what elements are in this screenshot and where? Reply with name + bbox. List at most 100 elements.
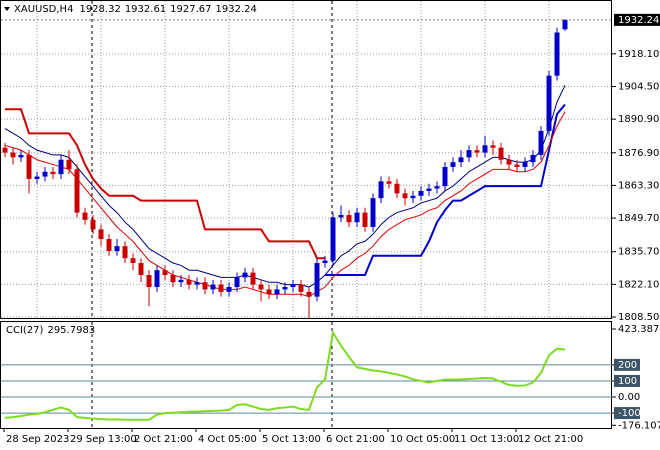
- candle-body: [146, 275, 152, 288]
- candle-body: [338, 214, 344, 218]
- candle-body: [322, 260, 328, 264]
- indicator-name: CCI(27): [6, 325, 44, 336]
- candle-body: [58, 159, 64, 175]
- candle-body: [402, 193, 408, 199]
- y-tick-label: -176.1073: [618, 420, 660, 431]
- chart-header: XAUUSD,H4 1928.32 1932.61 1927.67 1932.24: [14, 4, 257, 15]
- candle-body: [346, 214, 352, 223]
- x-tick-label: 29 Sep 13:00: [70, 434, 137, 445]
- candle-body: [250, 272, 256, 285]
- candle-body: [362, 212, 368, 227]
- candle-body: [10, 152, 16, 158]
- y-tick-label: -100: [618, 408, 641, 419]
- candle-body: [50, 171, 56, 175]
- low-value: 1927.67: [170, 4, 211, 15]
- current-price-label: 1932.24: [618, 15, 659, 26]
- candle-body: [122, 246, 128, 259]
- candle-body: [474, 150, 480, 153]
- candle-body: [450, 162, 456, 167]
- candle-body: [90, 219, 96, 230]
- y-tick-label: 1849.70: [618, 213, 659, 224]
- level-box: [614, 374, 640, 387]
- candle-body: [306, 291, 312, 297]
- candle-body: [282, 287, 288, 290]
- candle-body: [74, 169, 80, 213]
- candle-body: [522, 162, 528, 167]
- y-tick-label: 100: [618, 376, 637, 387]
- candle-body: [498, 147, 504, 160]
- candle-body: [530, 154, 536, 163]
- candle-body: [98, 229, 104, 239]
- candle-body: [290, 284, 296, 288]
- candle-body: [162, 270, 168, 276]
- open-value: 1928.32: [79, 4, 120, 15]
- candle-body: [26, 154, 32, 179]
- candle-body: [82, 212, 88, 220]
- candle-body: [546, 75, 552, 131]
- candle-body: [506, 159, 512, 165]
- candle-body: [42, 171, 48, 177]
- candle-body: [154, 270, 160, 288]
- candle-body: [218, 284, 224, 292]
- candle-body: [274, 289, 280, 295]
- y-tick-label: 1863.30: [618, 180, 659, 191]
- candle-body: [490, 145, 496, 148]
- candle-body: [378, 181, 384, 199]
- candle-body: [466, 150, 472, 158]
- candle-body: [34, 176, 40, 179]
- candle-body: [130, 258, 136, 264]
- indicator-line: [4, 330, 566, 421]
- indicator-line: [5, 108, 325, 260]
- candle-body: [394, 183, 400, 194]
- y-tick-label: 1918.10: [618, 49, 659, 60]
- candle-body: [170, 275, 176, 283]
- candle-body: [354, 212, 360, 223]
- candle-body: [298, 284, 304, 292]
- candle-body: [434, 186, 440, 189]
- candle-body: [234, 277, 240, 288]
- y-tick-label: 1822.10: [618, 279, 659, 290]
- x-tick-label: 11 Oct 13:00: [454, 434, 519, 445]
- candle-body: [442, 166, 448, 187]
- y-tick-label: 0.00: [618, 392, 640, 403]
- sub-frame: [0, 321, 612, 429]
- x-tick-label: 6 Oct 21:00: [326, 434, 385, 445]
- candle-body: [226, 287, 232, 292]
- candle-body: [138, 263, 144, 276]
- main-frame: [0, 0, 612, 319]
- candle-body: [18, 154, 24, 158]
- candle-body: [178, 279, 184, 283]
- y-tick-label: 1890.90: [618, 114, 659, 125]
- candle-body: [242, 272, 248, 278]
- collapse-icon[interactable]: [4, 7, 10, 11]
- indicator-line: [325, 103, 566, 277]
- candle-body: [418, 190, 424, 196]
- candle-body: [458, 157, 464, 163]
- candle-body: [426, 188, 432, 191]
- candle-body: [514, 164, 520, 167]
- candle-body: [538, 130, 544, 155]
- y-tick-label: 1876.90: [618, 148, 659, 159]
- x-tick-label: 12 Oct 21:00: [518, 434, 583, 445]
- high-value: 1932.61: [125, 4, 166, 15]
- symbol: XAUUSD,H4: [14, 4, 73, 15]
- current-price-box: [614, 13, 660, 26]
- level-box: [614, 358, 640, 371]
- y-tick-label: 1904.50: [618, 81, 659, 92]
- candle-body: [210, 284, 216, 290]
- candle-body: [482, 145, 488, 153]
- candle-body: [202, 282, 208, 290]
- candle-body: [66, 159, 72, 170]
- y-tick-label: 200: [618, 360, 637, 371]
- x-tick-label: 4 Oct 05:00: [198, 434, 257, 445]
- candle-body: [370, 198, 376, 227]
- candle-body: [258, 284, 264, 290]
- candle-body: [330, 217, 336, 261]
- x-tick-label: 10 Oct 05:00: [390, 434, 455, 445]
- candle-body: [554, 32, 560, 76]
- level-box: [614, 407, 640, 420]
- x-tick-label: 5 Oct 13:00: [262, 434, 321, 445]
- candle-body: [106, 238, 112, 251]
- candle-body: [314, 263, 320, 297]
- candle-body: [194, 282, 200, 285]
